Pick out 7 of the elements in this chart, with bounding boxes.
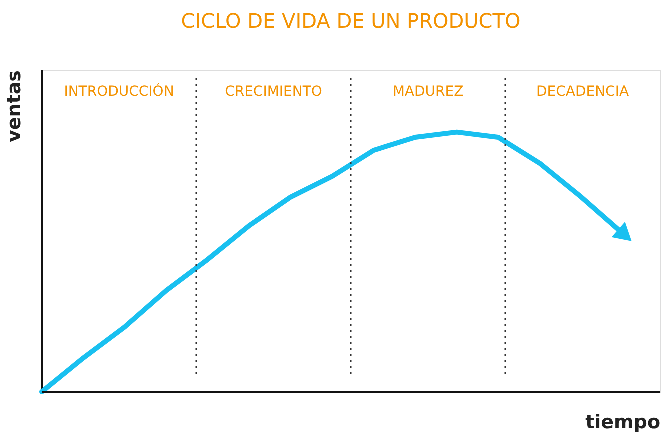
- y-axis-title: ventas: [4, 70, 26, 143]
- text: DECADENCIA: [536, 84, 630, 100]
- text: INTRODUCCIÓN: [64, 83, 174, 100]
- text: MADUREZ: [392, 84, 464, 100]
- chart-title: CICLO DE VIDA DE UN PRODUCTO: [181, 9, 521, 33]
- text: CRECIMIENTO: [225, 84, 322, 100]
- x-axis-title: tiempo: [586, 412, 660, 434]
